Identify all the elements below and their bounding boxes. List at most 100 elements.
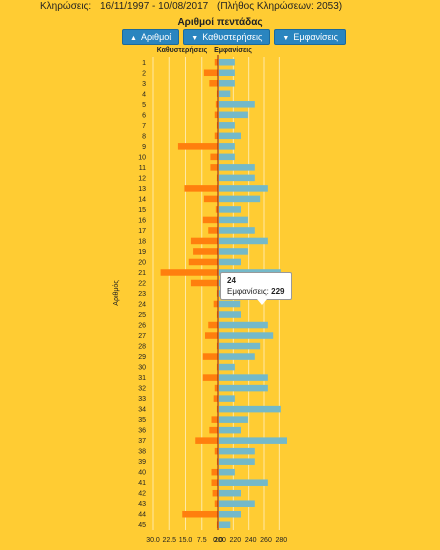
category-label: 35 [138, 417, 146, 424]
category-label: 9 [142, 144, 146, 151]
delay-bar [208, 321, 218, 329]
delay-bar [216, 521, 218, 529]
sort-delays-label: Καθυστερήσεις [202, 32, 263, 42]
delay-bar [202, 374, 218, 381]
category-label: 41 [138, 480, 146, 487]
delay-bar [202, 216, 218, 224]
delay-bar [215, 206, 218, 213]
delay-bar [208, 227, 218, 234]
delay-bar [216, 122, 218, 129]
delay-bar [210, 164, 218, 171]
appearance-bar [219, 311, 241, 318]
category-label: 25 [138, 312, 146, 319]
delay-bar [160, 269, 218, 276]
draw-range-header: Κληρώσεις: 16/11/1997 - 10/08/2017 (Πλήθ… [40, 1, 348, 12]
draws-count: (Πλήθος Κληρώσεων: 2053) [217, 1, 343, 12]
category-label: 13 [138, 186, 146, 193]
category-label: 15 [138, 207, 146, 214]
sort-delays-button[interactable]: ▼ Καθυστερήσεις [183, 29, 271, 45]
delay-bar [182, 510, 218, 518]
x-tick-label: 200 [214, 537, 226, 544]
x-tick-label: 220 [229, 537, 241, 544]
delay-bar [202, 353, 218, 360]
appearance-bar [219, 111, 248, 119]
delay-bar [214, 58, 218, 66]
appearance-bar [219, 479, 268, 486]
x-tick-label: 280 [275, 537, 287, 544]
x-tick-label: 30.0 [146, 537, 160, 544]
delay-bar [214, 384, 218, 392]
delay-bar [211, 468, 218, 476]
delay-bar [211, 479, 218, 486]
category-label: 24 [138, 302, 146, 309]
delay-bar [177, 143, 218, 150]
appearance-bar [219, 185, 268, 192]
appearance-bar [219, 153, 235, 161]
appearance-bar [219, 447, 255, 455]
category-label: 10 [138, 154, 146, 161]
category-label: 6 [142, 112, 146, 119]
delay-bar [216, 363, 218, 371]
appearance-bar [219, 58, 235, 66]
delay-bar [210, 153, 218, 161]
category-label: 7 [142, 123, 146, 130]
delay-bar [216, 174, 218, 182]
appearance-bar [219, 143, 235, 150]
delay-bar [216, 458, 218, 465]
category-label: 36 [138, 428, 146, 435]
appearance-bar [219, 363, 235, 371]
bar-tooltip: 24 Εμφανίσεις: 229 [220, 272, 292, 305]
y-axis-label: Αριθμός [112, 280, 120, 306]
x-tick-label: 240 [245, 537, 257, 544]
appearance-bar [219, 122, 235, 129]
appearance-bar [219, 426, 241, 434]
appearance-bar [219, 489, 241, 497]
delay-bar [214, 447, 218, 455]
category-label: 8 [142, 133, 146, 140]
delay-bar [184, 185, 218, 192]
category-label: 22 [138, 280, 146, 287]
category-label: 42 [138, 491, 146, 498]
delay-bar [203, 69, 218, 77]
delay-bar [193, 248, 218, 255]
appearance-bar [219, 258, 241, 266]
category-label: 23 [138, 291, 146, 298]
category-label: 1 [142, 60, 146, 67]
delay-bar [216, 90, 218, 98]
category-label: 2 [142, 70, 146, 77]
delay-bar [216, 311, 218, 318]
sort-appearances-button[interactable]: ▼ Εμφανίσεις [274, 29, 346, 45]
category-label: 39 [138, 459, 146, 466]
sort-numbers-button[interactable]: ▲ Αριθμοί [122, 29, 180, 45]
appearance-bar [219, 90, 231, 98]
tooltip-label: Εμφανίσεις: [227, 287, 269, 296]
delay-bar [216, 290, 218, 297]
tooltip-value: 229 [271, 287, 285, 296]
category-label: 19 [138, 249, 146, 256]
delay-bar [213, 395, 218, 402]
category-label: 43 [138, 501, 146, 508]
appearance-bar [219, 164, 255, 171]
appearance-bar [219, 69, 235, 77]
appearance-bar [219, 353, 255, 360]
x-tick-label: 260 [260, 537, 272, 544]
delay-bar [190, 279, 218, 287]
appearance-bar [219, 195, 261, 203]
category-label: 21 [138, 270, 146, 277]
appearance-bar [219, 500, 255, 507]
category-label: 34 [138, 407, 146, 414]
delay-bar [190, 237, 218, 245]
category-label: 32 [138, 386, 146, 393]
delay-bar [216, 405, 218, 413]
appearance-bar [219, 416, 248, 423]
delay-bar [188, 258, 218, 266]
appearance-bar [219, 405, 281, 413]
delay-bar [214, 132, 218, 140]
delay-bar [209, 426, 218, 434]
category-label: 26 [138, 323, 146, 330]
x-tick-label: 15.0 [179, 537, 193, 544]
appearance-bar [219, 342, 261, 350]
tooltip-number: 24 [227, 276, 236, 285]
draws-range: 16/11/1997 - 10/08/2017 [99, 1, 209, 12]
